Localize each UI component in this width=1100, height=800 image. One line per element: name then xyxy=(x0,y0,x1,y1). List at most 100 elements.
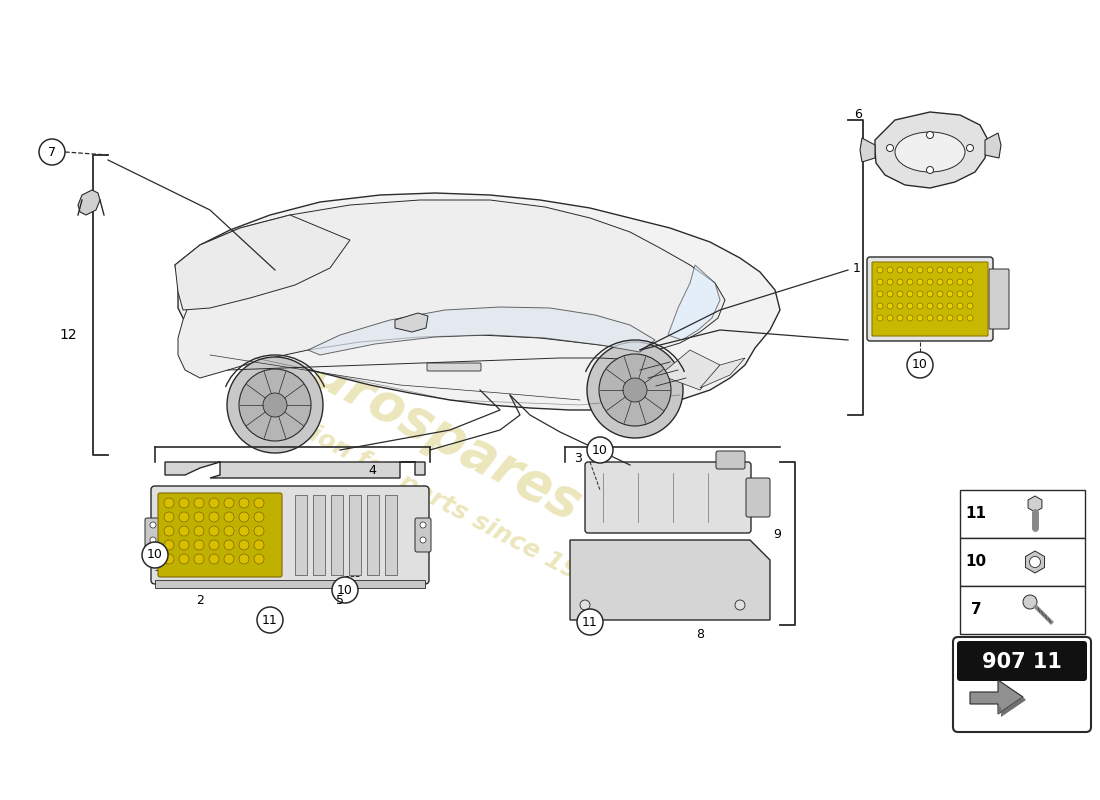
Text: 907 11: 907 11 xyxy=(982,652,1062,672)
Circle shape xyxy=(896,291,903,297)
Circle shape xyxy=(239,498,249,508)
Circle shape xyxy=(947,279,953,285)
Circle shape xyxy=(209,554,219,564)
Bar xyxy=(155,580,425,588)
Circle shape xyxy=(937,267,943,273)
Circle shape xyxy=(967,303,974,309)
Bar xyxy=(331,495,343,575)
Circle shape xyxy=(937,279,943,285)
Circle shape xyxy=(194,526,204,536)
Circle shape xyxy=(908,352,933,378)
Polygon shape xyxy=(178,200,725,378)
Circle shape xyxy=(917,315,923,321)
Circle shape xyxy=(254,526,264,536)
Text: 10: 10 xyxy=(912,358,928,371)
Text: 3: 3 xyxy=(574,451,582,465)
Circle shape xyxy=(194,498,204,508)
Circle shape xyxy=(967,145,974,151)
Circle shape xyxy=(239,526,249,536)
Circle shape xyxy=(887,303,893,309)
Text: 11: 11 xyxy=(582,615,598,629)
Circle shape xyxy=(142,542,168,568)
Circle shape xyxy=(587,437,613,463)
Polygon shape xyxy=(970,680,1023,714)
Text: 5: 5 xyxy=(336,594,344,606)
FancyBboxPatch shape xyxy=(145,518,161,552)
Bar xyxy=(385,495,397,575)
Text: 6: 6 xyxy=(854,109,862,122)
FancyBboxPatch shape xyxy=(953,637,1091,732)
Circle shape xyxy=(578,609,603,635)
Circle shape xyxy=(896,303,903,309)
Circle shape xyxy=(927,303,933,309)
Text: 11: 11 xyxy=(262,614,278,626)
Text: 4: 4 xyxy=(368,463,376,477)
Circle shape xyxy=(908,279,913,285)
Circle shape xyxy=(735,600,745,610)
Circle shape xyxy=(224,512,234,522)
FancyBboxPatch shape xyxy=(427,363,481,371)
Circle shape xyxy=(179,554,189,564)
Circle shape xyxy=(957,267,962,273)
Circle shape xyxy=(179,540,189,550)
Text: eurospares: eurospares xyxy=(271,329,590,531)
Circle shape xyxy=(957,291,962,297)
Circle shape xyxy=(209,498,219,508)
Circle shape xyxy=(877,291,883,297)
Circle shape xyxy=(239,512,249,522)
FancyBboxPatch shape xyxy=(960,490,1085,538)
Polygon shape xyxy=(570,540,770,620)
Circle shape xyxy=(887,315,893,321)
FancyBboxPatch shape xyxy=(746,478,770,517)
Text: 7: 7 xyxy=(970,602,981,618)
Circle shape xyxy=(263,393,287,417)
Circle shape xyxy=(179,526,189,536)
Circle shape xyxy=(887,279,893,285)
Polygon shape xyxy=(175,193,780,410)
Text: 7: 7 xyxy=(48,146,56,158)
FancyBboxPatch shape xyxy=(158,493,282,577)
Text: 11: 11 xyxy=(966,506,987,522)
Text: 2: 2 xyxy=(196,594,204,606)
Circle shape xyxy=(927,291,933,297)
Circle shape xyxy=(887,267,893,273)
Circle shape xyxy=(877,279,883,285)
Circle shape xyxy=(239,554,249,564)
Text: a passion for parts since 1977: a passion for parts since 1977 xyxy=(227,379,614,601)
Circle shape xyxy=(164,540,174,550)
Circle shape xyxy=(1023,595,1037,609)
FancyBboxPatch shape xyxy=(989,269,1009,329)
Circle shape xyxy=(937,291,943,297)
Circle shape xyxy=(967,267,974,273)
Circle shape xyxy=(239,540,249,550)
Polygon shape xyxy=(970,697,1026,717)
Circle shape xyxy=(194,540,204,550)
Circle shape xyxy=(926,131,934,138)
FancyBboxPatch shape xyxy=(867,257,993,341)
Circle shape xyxy=(917,267,923,273)
FancyBboxPatch shape xyxy=(957,641,1087,681)
Circle shape xyxy=(877,303,883,309)
Polygon shape xyxy=(660,350,720,390)
Circle shape xyxy=(224,540,234,550)
Circle shape xyxy=(164,526,174,536)
Bar xyxy=(295,495,307,575)
Circle shape xyxy=(164,554,174,564)
Circle shape xyxy=(209,512,219,522)
Circle shape xyxy=(254,498,264,508)
Polygon shape xyxy=(308,307,654,355)
Circle shape xyxy=(164,498,174,508)
Circle shape xyxy=(257,607,283,633)
Circle shape xyxy=(908,303,913,309)
Polygon shape xyxy=(78,190,100,215)
Circle shape xyxy=(1030,557,1041,567)
FancyBboxPatch shape xyxy=(585,462,751,533)
Circle shape xyxy=(947,267,953,273)
Ellipse shape xyxy=(895,132,965,172)
FancyBboxPatch shape xyxy=(872,262,988,336)
Polygon shape xyxy=(984,133,1001,158)
Text: 10: 10 xyxy=(592,443,608,457)
Circle shape xyxy=(877,315,883,321)
Circle shape xyxy=(967,291,974,297)
Circle shape xyxy=(917,303,923,309)
